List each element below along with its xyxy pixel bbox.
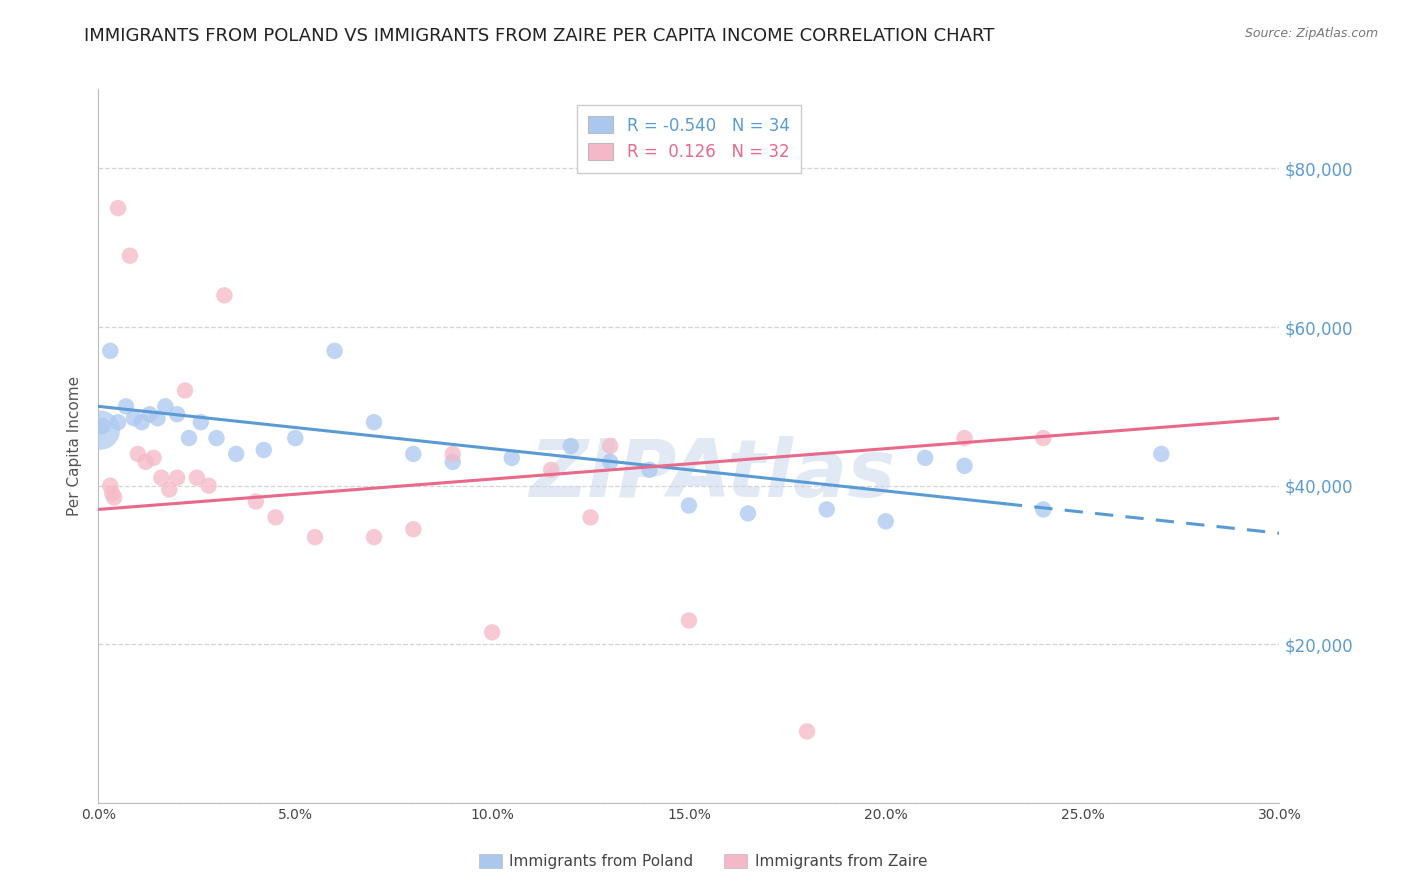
Point: [599, 439, 621, 453]
Point: [1032, 431, 1054, 445]
Point: [441, 455, 464, 469]
Point: [363, 530, 385, 544]
Point: [166, 471, 188, 485]
Point: [953, 458, 976, 473]
Point: [245, 494, 267, 508]
Point: [264, 510, 287, 524]
Y-axis label: Per Capita Income: Per Capita Income: [67, 376, 83, 516]
Point: [402, 447, 425, 461]
Point: [101, 486, 124, 500]
Point: [914, 450, 936, 465]
Point: [103, 491, 125, 505]
Point: [166, 407, 188, 421]
Point: [304, 530, 326, 544]
Point: [122, 411, 145, 425]
Text: ZIPAtlas: ZIPAtlas: [530, 435, 896, 514]
Point: [638, 463, 661, 477]
Point: [579, 510, 602, 524]
Point: [155, 400, 177, 414]
Point: [107, 201, 129, 215]
Point: [678, 499, 700, 513]
Point: [190, 415, 212, 429]
Point: [441, 447, 464, 461]
Point: [815, 502, 838, 516]
Point: [214, 288, 236, 302]
Point: [481, 625, 503, 640]
Point: [146, 411, 169, 425]
Point: [253, 442, 276, 457]
Point: [540, 463, 562, 477]
Point: [560, 439, 582, 453]
Legend: Immigrants from Poland, Immigrants from Zaire: Immigrants from Poland, Immigrants from …: [472, 848, 934, 875]
Point: [205, 431, 228, 445]
Point: [91, 419, 114, 434]
Point: [796, 724, 818, 739]
Point: [953, 431, 976, 445]
Point: [284, 431, 307, 445]
Point: [127, 447, 149, 461]
Point: [115, 400, 138, 414]
Point: [1150, 447, 1173, 461]
Point: [150, 471, 173, 485]
Point: [157, 483, 180, 497]
Point: [363, 415, 385, 429]
Point: [131, 415, 153, 429]
Point: [875, 514, 897, 528]
Point: [177, 431, 200, 445]
Point: [678, 614, 700, 628]
Point: [142, 450, 165, 465]
Point: [174, 384, 197, 398]
Point: [89, 423, 111, 437]
Point: [118, 249, 141, 263]
Point: [501, 450, 523, 465]
Point: [197, 478, 219, 492]
Text: Source: ZipAtlas.com: Source: ZipAtlas.com: [1244, 27, 1378, 40]
Point: [737, 507, 759, 521]
Text: IMMIGRANTS FROM POLAND VS IMMIGRANTS FROM ZAIRE PER CAPITA INCOME CORRELATION CH: IMMIGRANTS FROM POLAND VS IMMIGRANTS FRO…: [84, 27, 994, 45]
Point: [98, 343, 121, 358]
Point: [402, 522, 425, 536]
Point: [225, 447, 247, 461]
Legend: R = -0.540   N = 34, R =  0.126   N = 32: R = -0.540 N = 34, R = 0.126 N = 32: [576, 104, 801, 173]
Point: [98, 478, 121, 492]
Point: [599, 455, 621, 469]
Point: [186, 471, 208, 485]
Point: [135, 455, 157, 469]
Point: [107, 415, 129, 429]
Point: [138, 407, 160, 421]
Point: [1032, 502, 1054, 516]
Point: [323, 343, 346, 358]
